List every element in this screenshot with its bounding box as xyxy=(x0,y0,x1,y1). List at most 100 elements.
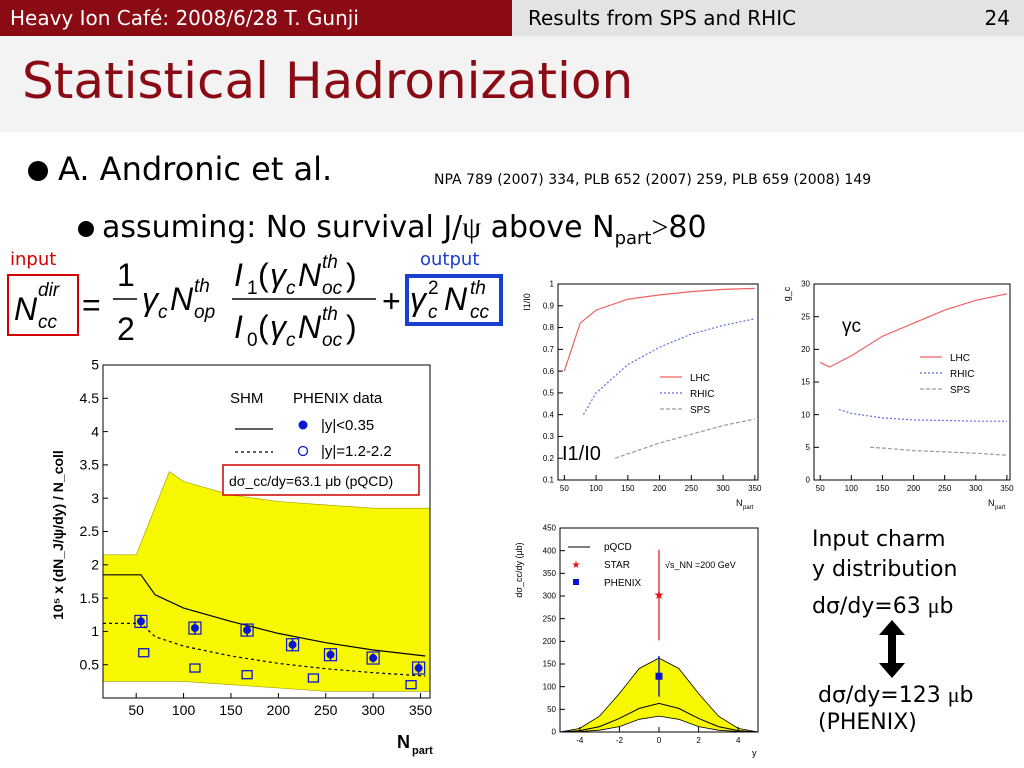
bullet-assumption: assuming: No survival J/ψ above Npart>80 xyxy=(78,210,707,249)
page-number: 24 xyxy=(984,6,1010,30)
ydist-legend-phenix-icon xyxy=(573,579,579,585)
sub1-ytick-label: 0.3 xyxy=(543,432,555,441)
ydist-annotation: √s_NN =200 GeV xyxy=(665,560,736,570)
legend-phenix-title: PHENIX data xyxy=(293,390,383,407)
i1-annotation: I1/I0 xyxy=(562,443,601,465)
header-left-text: Heavy Ion Café: 2008/6/28 T. Gunji xyxy=(10,6,359,30)
phenix-mid-syst-box xyxy=(134,614,148,629)
sub1-xtick-label: 150 xyxy=(621,484,635,493)
sub2-ytick-label: 5 xyxy=(806,443,811,452)
sub2-xtick-label: 250 xyxy=(938,484,952,493)
sub1-xlabel: N xyxy=(736,498,743,508)
ydist-xtick-label: 2 xyxy=(696,736,701,745)
phenix-forward-point xyxy=(138,648,150,658)
phenix-mid-point xyxy=(288,640,297,649)
ydist-ytick-label: 0 xyxy=(552,728,557,737)
legend-entry-forward: |y|=1.2-2.2 xyxy=(321,443,392,460)
sub2-legend-label: RHIC xyxy=(950,369,974,380)
ydist-xtick-label: -4 xyxy=(576,736,584,745)
main-xtick-label: 350 xyxy=(409,702,433,718)
eq-den-rparen: ) xyxy=(346,309,357,345)
main-xtick-label: 50 xyxy=(128,702,144,718)
ydist-xtick-label: -2 xyxy=(616,736,624,745)
eq-out-gamma-sub: c xyxy=(428,302,438,323)
phenix-mid-syst-box xyxy=(366,651,380,665)
star-point: ★ xyxy=(654,588,665,602)
eq-gamma1: γ xyxy=(142,281,160,317)
legend-filled-marker xyxy=(298,420,308,430)
assumption-sub: part xyxy=(614,228,652,249)
main-ytick-label: 5 xyxy=(91,357,99,373)
sub1-xtick-label: 100 xyxy=(589,484,603,493)
sub2-xtick-label: 200 xyxy=(907,484,921,493)
sub1-ytick-label: 0.4 xyxy=(543,410,555,419)
bullet-author: A. Andronic et al. xyxy=(28,150,332,188)
eq-den-n: N xyxy=(298,309,322,345)
phenix-point xyxy=(655,672,663,680)
main-xtick-label: 150 xyxy=(219,702,243,718)
header-right: Results from SPS and RHIC 24 xyxy=(512,0,1024,36)
sub2-xtick-label: 300 xyxy=(969,484,983,493)
eq-den-sub: oc xyxy=(322,330,343,350)
author-text: A. Andronic et al. xyxy=(58,150,333,188)
phenix-mid-syst-box xyxy=(285,638,300,652)
sub2-xlabel: N xyxy=(988,498,995,508)
legend-open-marker xyxy=(297,445,309,457)
phenix-forward-point xyxy=(405,680,417,690)
eq-num-sup: th xyxy=(322,252,338,273)
output-highlight-box xyxy=(405,274,503,326)
eq-n-op: N xyxy=(170,281,194,317)
phenix-forward-point xyxy=(241,670,253,680)
phenix-mid-syst-box xyxy=(188,621,202,635)
gc-annotation: γc xyxy=(842,316,861,337)
sub2-ytick-label: 10 xyxy=(801,410,810,419)
sub2-xtick-label: 150 xyxy=(876,484,890,493)
sub1-series-sps xyxy=(614,418,755,459)
phenix-label: (PHENIX) xyxy=(818,710,917,735)
mu-b: μ xyxy=(947,682,960,707)
i1-ylabel: I1/I0 xyxy=(522,293,532,311)
sub1-xlabel-sub: part xyxy=(743,505,754,511)
ydist-legend-pqcd: pQCD xyxy=(604,542,632,553)
sub2-ytick-label: 20 xyxy=(801,345,810,354)
eq-out-gamma-sup: 2 xyxy=(428,278,439,299)
sub2-xlabel-sub: part xyxy=(995,505,1006,511)
phenix-mid-point xyxy=(414,664,423,673)
mu-a: μ xyxy=(927,593,940,618)
eq-lhs-sub: cc xyxy=(38,312,58,333)
eq-gamma1-sub: c xyxy=(158,302,168,323)
eq-den-gamma-sub: c xyxy=(286,330,296,350)
ydist-ytick-label: 50 xyxy=(547,705,556,714)
sub1-ytick-label: 0.8 xyxy=(543,323,555,332)
input-highlight-box xyxy=(7,274,79,336)
eq-den-lparen: ( xyxy=(258,309,269,345)
psi-symbol: ψ xyxy=(462,211,482,244)
input-charm-line2: y distribution xyxy=(812,557,958,582)
eq-lhs-n: N xyxy=(14,291,38,327)
phenix-mid-point xyxy=(190,624,199,633)
sub1-legend-label: RHIC xyxy=(690,389,714,400)
ydist-xtick-label: 0 xyxy=(657,736,662,745)
sub2-series-rhic xyxy=(838,408,1007,422)
dsig-123: dσ/dy=123 μb xyxy=(818,682,974,708)
eq-num-n: N xyxy=(298,257,322,293)
eq-den-sup: th xyxy=(322,304,338,325)
phenix-forward-point xyxy=(307,673,320,683)
eq-equals: = xyxy=(82,287,101,323)
assumption-value: 80 xyxy=(668,210,707,245)
eq-num-gamma-sub: c xyxy=(286,278,296,299)
page-title: Statistical Hadronization xyxy=(22,52,634,110)
ydist-ytick-label: 250 xyxy=(543,614,557,623)
eq-i1: I xyxy=(234,257,243,293)
b-a: b xyxy=(939,594,954,619)
ydist-xlabel: y xyxy=(752,748,757,758)
sub1-ytick-label: 1 xyxy=(550,280,555,289)
ydist-ylabel: dσ_cc/dy (μb) xyxy=(514,542,524,597)
ydist-ytick-label: 350 xyxy=(543,569,557,578)
sub1-ytick-label: 0.2 xyxy=(543,454,555,463)
sub1-ytick-label: 0.1 xyxy=(543,476,555,485)
main-xlabel-sub: part xyxy=(412,745,433,757)
sub1-xtick-label: 250 xyxy=(685,484,699,493)
main-xtick-label: 200 xyxy=(267,702,291,718)
references: NPA 789 (2007) 334, PLB 652 (2007) 259, … xyxy=(434,172,872,188)
